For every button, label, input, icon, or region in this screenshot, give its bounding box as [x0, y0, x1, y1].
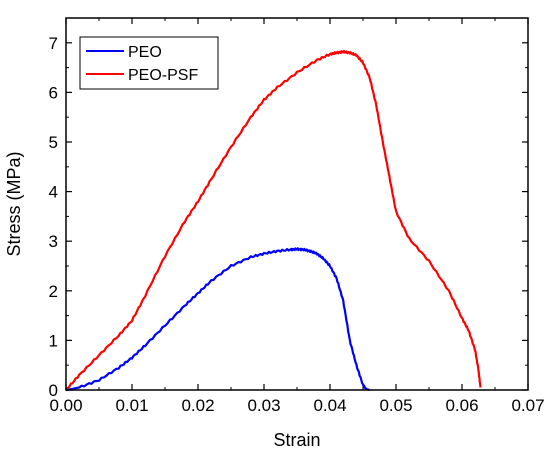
ticks-layer: 0.00 0.01 0.02 0.03 0.04 0.05 0.06 0.07 0 1 2 3 4 5 6 7 [49, 17, 545, 415]
x-tick-label: 0.03 [247, 396, 280, 415]
y-tick-label: 2 [49, 282, 58, 301]
x-tick-label: 0.06 [445, 396, 478, 415]
x-tick-label: 0.07 [511, 396, 544, 415]
y-tick-label: 4 [49, 183, 58, 202]
legend: PEO PEO-PSF [79, 36, 219, 90]
y-tick-label: 3 [49, 232, 58, 251]
x-axis-title: Strain [273, 430, 320, 450]
x-tick-label: 0.05 [379, 396, 412, 415]
y-tick-label: 0 [49, 381, 58, 400]
y-tick-label: 7 [49, 34, 58, 53]
x-tick-label: 0.04 [313, 396, 346, 415]
x-tick-label: 0.00 [49, 396, 82, 415]
series-line-peo-psf [65, 49, 482, 391]
legend-label-peo: PEO [128, 44, 162, 61]
y-tick-label: 6 [49, 83, 58, 102]
legend-box [79, 36, 219, 90]
x-tick-label: 0.02 [181, 396, 214, 415]
y-tick-label: 1 [49, 331, 58, 350]
y-tick-label: 5 [49, 133, 58, 152]
legend-label-peo-psf: PEO-PSF [128, 67, 198, 84]
series-line-peo [65, 247, 371, 392]
y-axis-title: Stress (MPa) [4, 151, 24, 256]
x-tick-label: 0.01 [115, 396, 148, 415]
series-layer [65, 49, 482, 392]
